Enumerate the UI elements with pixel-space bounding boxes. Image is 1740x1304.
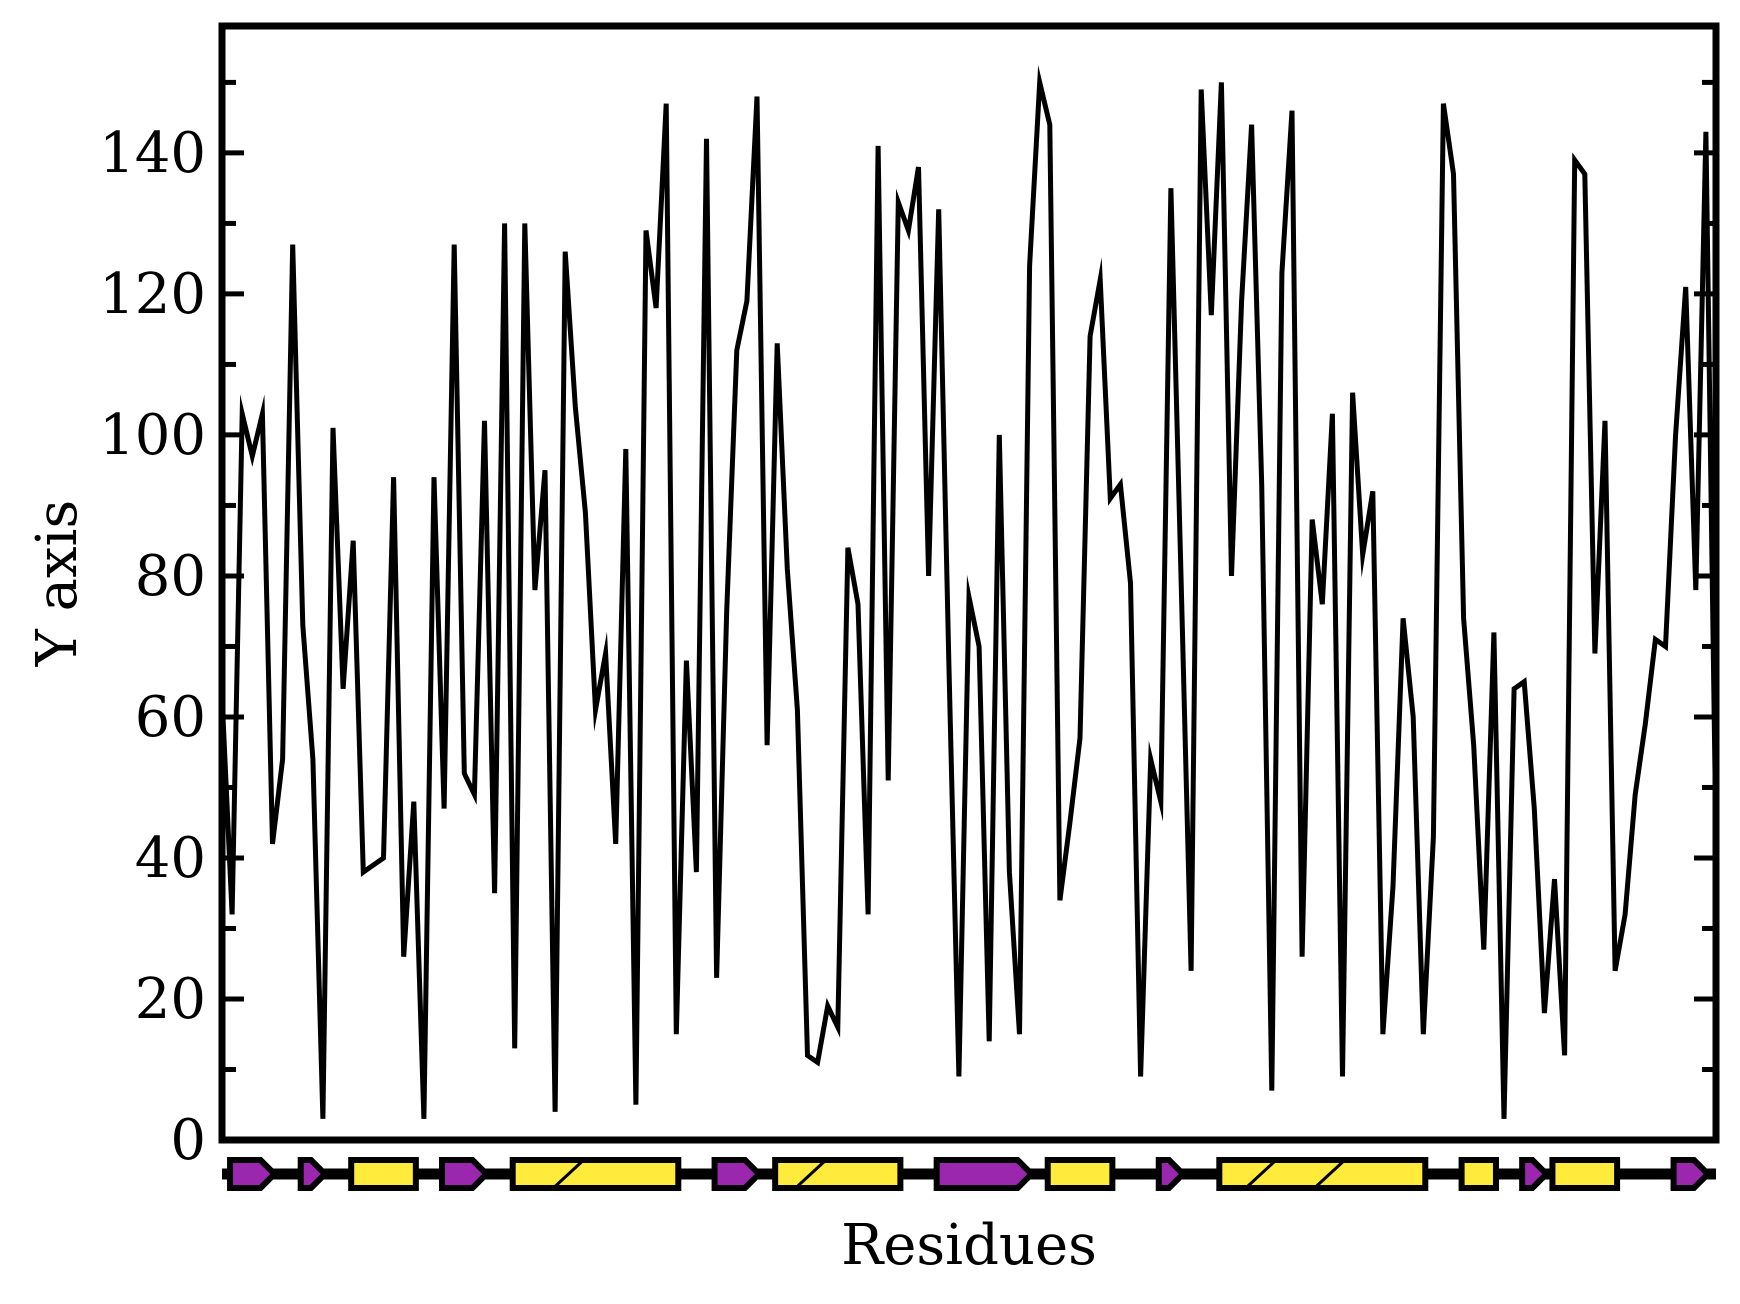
- beta-strand-arrow: [227, 1157, 279, 1191]
- y-axis-title: Y axis: [25, 500, 90, 667]
- helix-turn-mark: [1246, 1160, 1275, 1188]
- data-series-line: [219, 65, 1719, 1119]
- helix-block: [509, 1157, 682, 1191]
- helix-turn-mark: [796, 1160, 825, 1188]
- beta-strand-arrow: [711, 1157, 764, 1191]
- y-tick-label: 100: [99, 403, 206, 468]
- helix-block: [1458, 1157, 1499, 1191]
- helix-block: [348, 1157, 419, 1191]
- helix-turn-mark: [554, 1160, 583, 1188]
- y-tick-label: 140: [99, 121, 206, 186]
- x-axis-title: Residues: [841, 1213, 1097, 1278]
- y-tick-label: 20: [135, 967, 206, 1032]
- helix-block: [772, 1157, 904, 1191]
- beta-strand-arrow: [1670, 1157, 1713, 1191]
- helix-block: [1549, 1157, 1621, 1191]
- y-tick-label: 80: [135, 544, 206, 609]
- helix-block: [1216, 1157, 1429, 1191]
- y-tick-label: 0: [170, 1108, 206, 1173]
- plot-frame: [218, 22, 1720, 1144]
- beta-strand-arrow: [1519, 1157, 1551, 1191]
- y-tick-label: 40: [135, 826, 206, 891]
- beta-strand-arrow: [297, 1157, 330, 1191]
- beta-strand-arrow: [933, 1157, 1036, 1191]
- secondary-structure-track: [222, 1157, 1716, 1191]
- helix-block: [1044, 1157, 1116, 1191]
- beta-strand-arrow: [1155, 1157, 1188, 1191]
- y-tick-label: 120: [99, 262, 206, 327]
- y-axis-tick-labels: 0 20 40 60 80 100 120 140: [99, 121, 206, 1173]
- beta-strand-arrow: [439, 1157, 491, 1191]
- helix-turn-mark: [1315, 1160, 1344, 1188]
- y-tick-label: 60: [135, 685, 206, 750]
